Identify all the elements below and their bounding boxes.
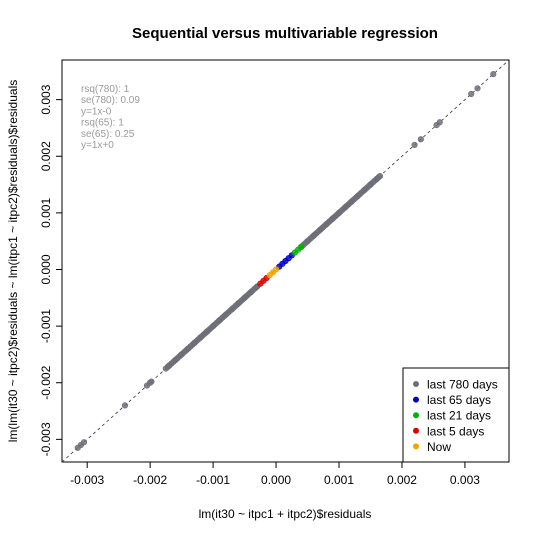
data-point — [474, 85, 481, 92]
x-tick-label: 0.001 — [324, 473, 354, 487]
data-point — [436, 119, 443, 126]
data-point — [354, 192, 362, 199]
data-point — [235, 300, 242, 307]
data-point — [411, 141, 418, 149]
data-point — [203, 328, 210, 335]
x-tick-label: 0.002 — [387, 473, 417, 487]
series-1 — [276, 252, 295, 270]
y-tick-label: -0.001 — [39, 309, 53, 343]
data-point — [490, 71, 497, 78]
data-point — [468, 90, 475, 98]
series-3 — [257, 274, 270, 287]
stat-annotation: se(780): 0.09 — [81, 95, 140, 106]
plot-frame — [61, 59, 510, 463]
data-point — [216, 317, 223, 324]
data-point — [191, 339, 198, 347]
data-point — [335, 209, 343, 216]
data-point — [310, 232, 317, 239]
data-point — [304, 238, 311, 245]
data-point — [165, 362, 173, 369]
legend-marker — [413, 381, 419, 387]
x-tick-label: -0.002 — [133, 473, 167, 487]
data-point — [376, 172, 384, 180]
data-point — [367, 181, 374, 188]
legend-marker — [413, 412, 419, 419]
legend-label: last 21 days — [427, 409, 491, 423]
legend-label: last 5 days — [427, 424, 484, 438]
data-point — [197, 334, 204, 341]
data-point — [317, 226, 324, 233]
data-point — [247, 289, 254, 296]
y-tick-label: 0.001 — [39, 198, 53, 228]
stat-annotation: y=1x+0 — [81, 140, 114, 151]
x-axis-label: lm(it30 ~ itpc1 + itpc2)$residuals — [199, 507, 372, 521]
data-point — [257, 280, 264, 287]
x-tick-label: 0.003 — [450, 473, 480, 487]
data-points — [74, 71, 497, 451]
x-tick-label: -0.001 — [196, 473, 230, 487]
data-point — [148, 378, 155, 385]
y-tick-label: 0.002 — [39, 141, 53, 171]
data-point — [342, 204, 349, 211]
y-axis-label: lm(lm(it30 ~ itpc2)$residuals ~ lm(itpc1… — [6, 80, 20, 442]
series-0 — [74, 71, 497, 451]
data-point — [241, 294, 248, 301]
legend-box — [402, 367, 510, 463]
data-point — [178, 351, 185, 358]
data-point — [298, 243, 305, 250]
legend-marker — [413, 427, 419, 434]
y-tick-label: -0.002 — [39, 365, 53, 399]
data-point — [228, 306, 236, 313]
chart-title: Sequential versus multivariable regressi… — [132, 25, 438, 42]
stat-annotation: y=1x-0 — [81, 106, 112, 117]
legend-label: last 780 days — [427, 378, 498, 392]
data-point — [348, 198, 355, 205]
x-tick-label: -0.003 — [70, 473, 104, 487]
y-tick-label: 0.003 — [39, 84, 53, 114]
x-axis: -0.003 -0.002 -0.001 0.000 0.001 0.002 0.003 — [70, 462, 480, 487]
legend-marker — [413, 396, 419, 403]
data-point — [323, 221, 330, 228]
data-point — [361, 187, 368, 194]
stat-annotation: rsq(780): 1 — [81, 84, 130, 95]
series-4 — [266, 266, 280, 279]
data-point — [272, 266, 280, 273]
data-point — [209, 323, 217, 330]
y-axis: -0.003 -0.002 -0.001 0.000 0.001 0.002 0.003 — [39, 84, 62, 456]
series-2 — [291, 243, 305, 256]
x-tick-label: 0.000 — [261, 473, 291, 487]
data-point — [222, 311, 229, 318]
stat-annotation: rsq(65): 1 — [81, 118, 124, 129]
data-point — [172, 356, 179, 364]
data-point — [417, 136, 424, 143]
stat-annotation: se(65): 0.25 — [81, 129, 135, 140]
legend-marker — [413, 443, 419, 450]
y-tick-label: -0.003 — [39, 422, 53, 456]
data-point — [329, 215, 336, 222]
data-point — [80, 439, 88, 446]
legend-label: last 65 days — [427, 393, 491, 407]
legend-label: Now — [427, 440, 451, 454]
data-point — [184, 345, 192, 352]
data-point — [121, 402, 129, 409]
y-tick-label: 0.000 — [39, 254, 53, 284]
